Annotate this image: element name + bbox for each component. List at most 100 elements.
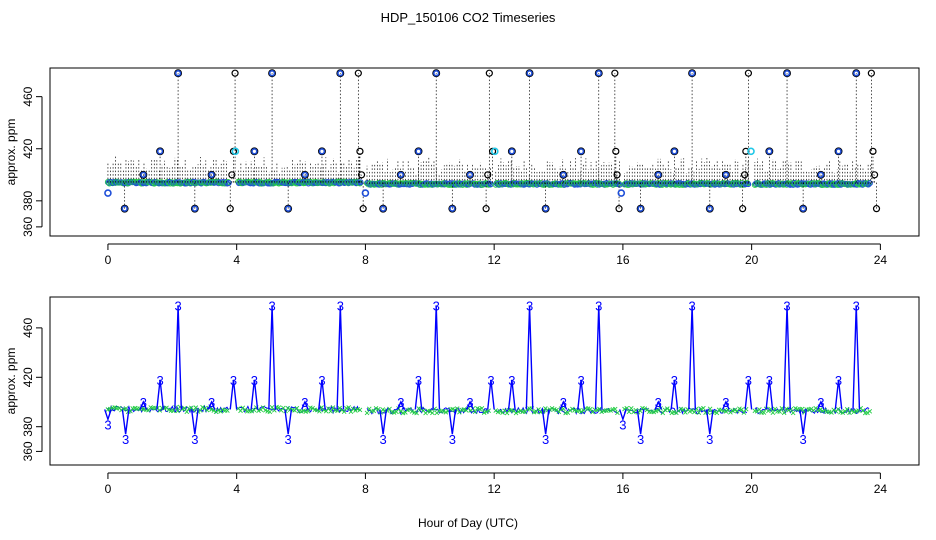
noise-marker: [380, 407, 386, 412]
open-point: [482, 205, 490, 213]
noise-marker: [364, 410, 370, 416]
point-label: 3: [783, 299, 790, 314]
open-point: [742, 147, 750, 155]
cycle-point-inner: [799, 205, 807, 212]
cycle-point-inner: [140, 171, 147, 178]
noise-marker: [513, 410, 519, 416]
noise-marker: [294, 405, 300, 411]
point-label: 3: [208, 395, 215, 410]
point-label: 3: [318, 373, 325, 388]
point-label: 3: [508, 373, 515, 388]
y-tick-label: 460: [21, 318, 35, 338]
noise-marker: [409, 409, 415, 414]
noise-marker: [393, 409, 399, 415]
noise-marker: [350, 406, 356, 412]
cycle-point: [816, 170, 825, 179]
cycle-point: [466, 170, 474, 179]
noise-marker: [867, 409, 873, 414]
x-tick-label: 24: [874, 482, 888, 496]
open-point: [354, 69, 362, 77]
top-stem-lines: [107, 73, 877, 209]
noise-marker: [732, 407, 738, 413]
point-label: 3: [766, 373, 773, 388]
x-tick-label: 0: [105, 253, 112, 267]
baseline-trace: [238, 404, 361, 415]
x-tick-label: 8: [362, 482, 369, 496]
spike-line: [284, 409, 293, 435]
noise-marker: [660, 410, 666, 416]
noise-marker: [696, 410, 702, 416]
point-label: 3: [800, 432, 807, 447]
noise-marker: [570, 406, 575, 412]
point-label: 3: [560, 395, 567, 410]
point-label: 3: [156, 373, 163, 388]
noise-marker: [353, 408, 358, 413]
open-point: [740, 171, 749, 179]
open-point: [231, 69, 239, 77]
noise-marker: [346, 405, 351, 410]
point-label: 3: [337, 299, 344, 314]
open-point: [484, 171, 492, 179]
x-tick-label: 24: [874, 253, 888, 267]
spike-line: [301, 400, 309, 410]
cycle-point: [139, 170, 148, 179]
spike-line: [852, 305, 861, 410]
spike-line: [670, 379, 679, 410]
noise-marker: [285, 405, 291, 411]
noise-marker: [757, 407, 762, 412]
open-point: [228, 171, 236, 179]
spike-line: [448, 409, 457, 435]
chart-title: HDP_150106 CO2 Timeseries: [381, 10, 556, 25]
noise-marker: [472, 409, 478, 414]
spike-line: [156, 379, 164, 410]
noise-marker: [840, 410, 846, 416]
open-point: [744, 69, 753, 77]
open-point: [739, 205, 747, 213]
noise-marker: [770, 410, 776, 415]
noise-marker: [707, 406, 713, 412]
open-point: [611, 69, 619, 77]
spike-line: [414, 379, 423, 410]
noise-marker: [615, 410, 620, 416]
bottom-axis-ticks: 0 4 8 12 16 20 24 360 380 420 460: [21, 318, 887, 496]
open-point: [485, 69, 493, 77]
noise-marker: [741, 410, 747, 415]
point-label: 3: [415, 373, 422, 388]
point-label: 3: [191, 432, 198, 447]
noise-marker: [844, 407, 850, 412]
spike-line: [619, 409, 627, 422]
noise-marker: [182, 405, 187, 411]
cycle-point-inner: [508, 148, 516, 155]
noise-marker: [556, 409, 562, 415]
noise-marker: [123, 406, 129, 411]
cycle-point: [268, 69, 277, 78]
cycle-point-inner: [783, 70, 791, 77]
y-tick-label: 460: [21, 86, 35, 106]
point-label: 3: [449, 432, 456, 447]
noise-marker: [692, 409, 697, 415]
cycle-point: [156, 147, 165, 156]
cycle-point: [541, 204, 550, 213]
cycle-point-inner: [301, 171, 309, 178]
spike-line: [174, 305, 183, 410]
noise-marker: [170, 408, 176, 414]
noise-marker: [200, 404, 205, 410]
noise-marker: [567, 408, 573, 413]
point-label: 3: [174, 299, 181, 314]
noise-marker: [281, 405, 286, 411]
noise-marker: [723, 409, 729, 414]
noise-marker: [263, 407, 268, 413]
point-label: 3: [577, 373, 584, 388]
x-tick-label: 4: [233, 253, 240, 267]
noise-marker: [305, 408, 311, 414]
cycle-point-inner: [542, 205, 549, 212]
cycle-point: [654, 170, 663, 179]
cycle-point-inner: [595, 70, 602, 77]
x-tick-label: 12: [487, 482, 501, 496]
spike-line: [834, 379, 843, 410]
spike-line: [268, 305, 276, 410]
point-label: 3: [595, 299, 602, 314]
point-label: 3: [104, 417, 111, 432]
point-label: 3: [487, 373, 494, 388]
